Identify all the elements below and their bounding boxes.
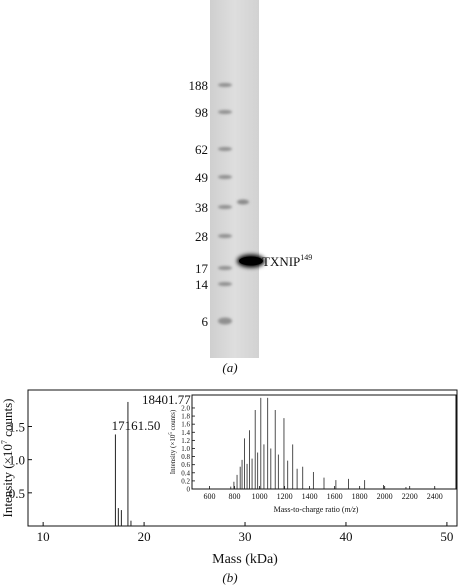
ladder-band-62 [218,147,232,151]
peak-label-17161: 17161.50 [112,418,161,433]
inset-y-tick-label-5: 1.0 [181,445,190,453]
main-x-tick-label-40: 40 [339,529,352,544]
ladder-band-14 [218,282,232,286]
main-x-tick-label-20: 20 [138,529,151,544]
inset-y-tick-label-10: 2.0 [181,404,190,412]
band-38kda [237,199,249,205]
main-axis-ticks: 10 20 30 40 50 0.5 1.0 1.5 [9,419,454,544]
ladder-label-49: 49 [195,170,208,185]
ladder-band-49 [218,175,232,179]
gel-image [210,0,259,358]
ladder-label-17: 17 [195,261,209,276]
inset-y-tick-label-8: 1.6 [181,421,190,429]
ladder-band-6 [218,317,232,325]
ladder-band-98 [218,110,232,114]
ladder-band-188 [218,83,232,87]
ladder-label-38: 38 [195,200,208,215]
inset-x-tick-label-600: 600 [204,492,216,501]
ladder-label-62: 62 [195,142,208,157]
inset-y-axis-label: Intensity (×105 counts) [169,409,177,474]
caption-b: (b) [222,570,237,585]
inset-peaks [230,397,436,489]
inset-y-tick-label-4: 0.8 [181,453,190,461]
inset-y-tick-label-9: 1.8 [181,413,190,421]
txnip-band-core [239,256,263,266]
main-plot-frame [27,389,458,527]
main-y-tick-label-0: 0.5 [9,486,25,501]
main-y-tick-label-1: 1.0 [9,453,25,468]
inset-x-tick-label-1200: 1200 [277,492,293,501]
inset-x-tick-label-1000: 1000 [252,492,268,501]
caption-a: (a) [222,360,237,375]
marker-ladder-lane [218,83,232,325]
ladder-label-6: 6 [202,314,209,329]
ladder-label-98: 98 [195,105,208,120]
ladder-band-28 [218,234,232,238]
inset-x-tick-label-2400: 2400 [427,492,443,501]
inset-x-tick-label-800: 800 [229,492,241,501]
inset-y-tick-label-3: 0.6 [181,461,190,469]
band-label-superscript: 149 [300,253,312,262]
inset-y-tick-label-1: 0.2 [181,477,190,485]
ladder-label-28: 28 [195,229,208,244]
peak-label-18401: 18401.77 [142,392,191,407]
ladder-label-14: 14 [195,277,209,292]
main-peaks [114,401,132,526]
inset-x-tick-label-1600: 1600 [327,492,343,501]
main-y-axis-label: Intensity (×107 counts) [0,399,15,518]
inset-y-tick-label-6: 1.2 [181,437,190,445]
ladder-label-188: 188 [189,78,209,93]
ladder-band-17 [218,266,232,270]
band-label: TXNIP149 [262,253,312,269]
inset-x-axis-label: Mass-to-charge ratio (m/z) [274,505,359,514]
main-y-tick-label-2: 1.5 [9,419,25,434]
inset-spectrum: 600 800 1000 1200 1400 1600 1800 2000 2200 240000… [169,394,457,514]
inset-x-tick-label-1800: 1800 [352,492,368,501]
inset-x-tick-label-1400: 1400 [302,492,318,501]
main-x-tick-label-30: 30 [239,529,252,544]
inset-x-tick-label-2000: 2000 [377,492,393,501]
main-x-tick-label-50: 50 [440,529,453,544]
inset-y-tick-label-2: 0.4 [181,469,190,477]
main-x-axis-label: Mass (kDa) [212,552,278,567]
inset-y-tick-label-7: 1.4 [181,429,190,437]
main-x-tick-label-10: 10 [37,529,50,544]
inset-plot-frame [191,394,457,490]
inset-axis-ticks: 600 800 1000 1200 1400 1600 1800 2000 2200 240000… [181,404,442,501]
panel-b: 10 20 30 40 50 0.5 1.0 1.5 17161.50 18401.77 In… [0,389,458,585]
ladder-band-38 [218,205,232,209]
inset-x-tick-label-2200: 2200 [402,492,418,501]
inset-y-tick-label-0: 0 [187,486,191,494]
